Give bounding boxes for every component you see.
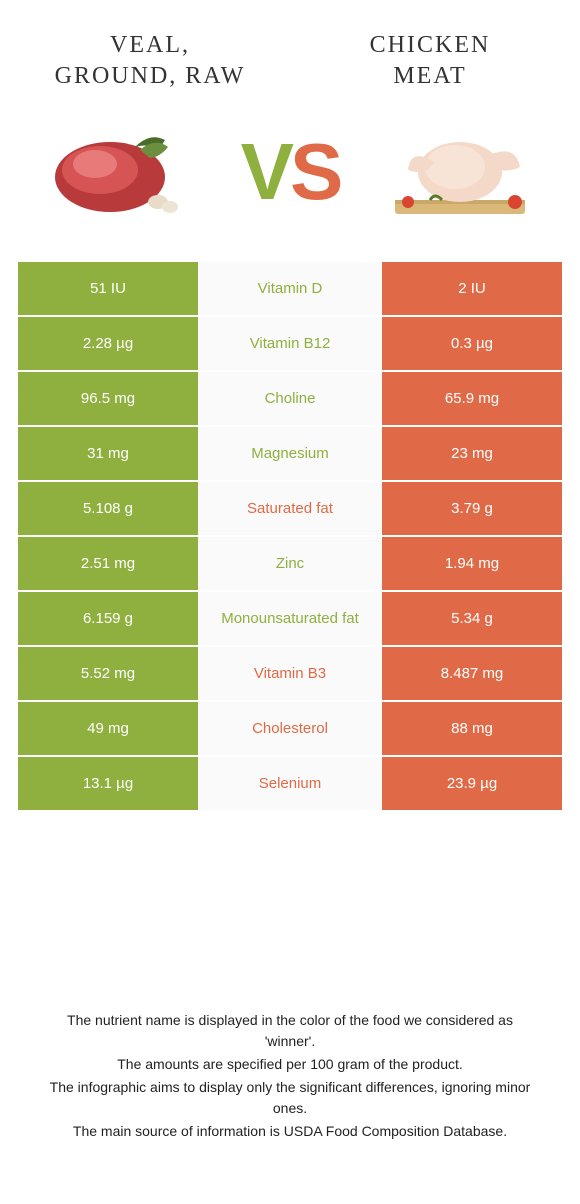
left-value: 51 IU	[18, 262, 198, 315]
nutrient-name: Monounsaturated fat	[198, 592, 382, 645]
nutrient-name: Vitamin B12	[198, 317, 382, 370]
left-value: 13.1 µg	[18, 757, 198, 810]
nutrient-name: Magnesium	[198, 427, 382, 480]
table-row: 5.108 gSaturated fat3.79 g	[18, 482, 562, 535]
right-value: 65.9 mg	[382, 372, 562, 425]
veal-icon	[40, 112, 200, 232]
footnotes: The nutrient name is displayed in the co…	[0, 1010, 580, 1144]
right-value: 8.487 mg	[382, 647, 562, 700]
vs-s: S	[290, 127, 339, 216]
left-food-title: VEAL, GROUND, RAW	[50, 30, 250, 92]
nutrient-name: Cholesterol	[198, 702, 382, 755]
table-row: 2.28 µgVitamin B120.3 µg	[18, 317, 562, 370]
nutrient-name: Selenium	[198, 757, 382, 810]
nutrient-name: Vitamin B3	[198, 647, 382, 700]
nutrient-name: Choline	[198, 372, 382, 425]
table-row: 49 mgCholesterol88 mg	[18, 702, 562, 755]
table-row: 96.5 mgCholine65.9 mg	[18, 372, 562, 425]
nutrient-name: Saturated fat	[198, 482, 382, 535]
table-row: 6.159 gMonounsaturated fat5.34 g	[18, 592, 562, 645]
vs-label: VS	[241, 126, 340, 218]
images-row: VS	[0, 92, 580, 262]
right-value: 23.9 µg	[382, 757, 562, 810]
right-value: 1.94 mg	[382, 537, 562, 590]
left-value: 31 mg	[18, 427, 198, 480]
chicken-image	[380, 112, 540, 232]
nutrient-name: Zinc	[198, 537, 382, 590]
left-value: 2.51 mg	[18, 537, 198, 590]
left-value: 96.5 mg	[18, 372, 198, 425]
right-value: 23 mg	[382, 427, 562, 480]
table-row: 31 mgMagnesium23 mg	[18, 427, 562, 480]
chicken-icon	[380, 112, 540, 232]
comparison-table: 51 IUVitamin D2 IU2.28 µgVitamin B120.3 …	[0, 262, 580, 810]
left-value: 6.159 g	[18, 592, 198, 645]
left-value: 5.108 g	[18, 482, 198, 535]
right-value: 88 mg	[382, 702, 562, 755]
left-value: 5.52 mg	[18, 647, 198, 700]
veal-image	[40, 112, 200, 232]
footnote-line: The main source of information is USDA F…	[40, 1121, 540, 1142]
right-value: 5.34 g	[382, 592, 562, 645]
footnote-line: The nutrient name is displayed in the co…	[40, 1010, 540, 1052]
footnote-line: The infographic aims to display only the…	[40, 1077, 540, 1119]
vs-v: V	[241, 127, 290, 216]
footnote-line: The amounts are specified per 100 gram o…	[40, 1054, 540, 1075]
right-value: 2 IU	[382, 262, 562, 315]
nutrient-name: Vitamin D	[198, 262, 382, 315]
table-row: 5.52 mgVitamin B38.487 mg	[18, 647, 562, 700]
right-value: 3.79 g	[382, 482, 562, 535]
left-value: 2.28 µg	[18, 317, 198, 370]
right-food-title: CHICKEN MEAT	[330, 30, 530, 92]
header: VEAL, GROUND, RAW CHICKEN MEAT	[0, 0, 580, 92]
table-row: 13.1 µgSelenium23.9 µg	[18, 757, 562, 810]
right-value: 0.3 µg	[382, 317, 562, 370]
table-row: 2.51 mgZinc1.94 mg	[18, 537, 562, 590]
table-row: 51 IUVitamin D2 IU	[18, 262, 562, 315]
left-value: 49 mg	[18, 702, 198, 755]
